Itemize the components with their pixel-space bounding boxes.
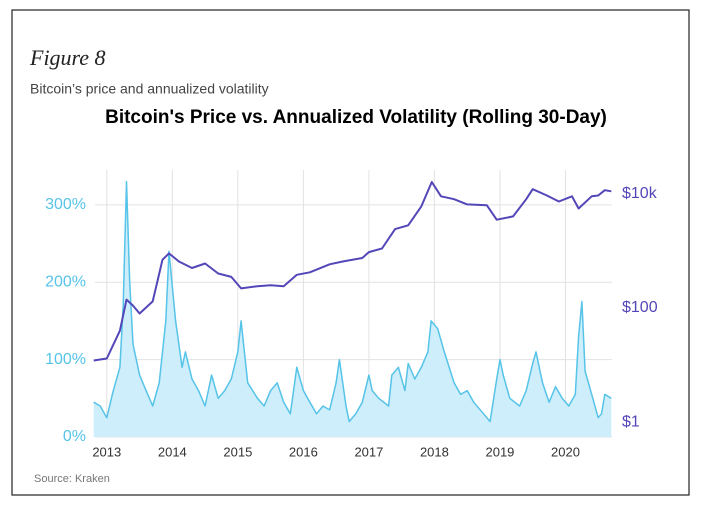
x-tick-label: 2016 — [289, 444, 318, 459]
y2-tick-label: $10k — [622, 185, 658, 202]
source: Source: Kraken — [34, 473, 110, 485]
x-tick-label: 2019 — [485, 444, 514, 459]
figure-label: Figure 8 — [29, 45, 106, 70]
y-tick-label: 300% — [45, 196, 86, 213]
chart-title: Bitcoin's Price vs. Annualized Volatilit… — [105, 107, 607, 128]
x-tick-label: 2017 — [354, 444, 383, 459]
x-tick-label: 2014 — [158, 444, 187, 459]
y-tick-label: 0% — [63, 428, 86, 445]
y-tick-label: 200% — [45, 273, 86, 290]
x-tick-label: 2013 — [92, 444, 121, 459]
y2-tick-label: $1 — [622, 413, 640, 430]
subtitle: Bitcoin’s price and annualized volatilit… — [30, 81, 269, 97]
price-line — [93, 181, 612, 362]
area-fill — [93, 181, 612, 437]
y-tick-label: 100% — [45, 351, 86, 368]
x-tick-label: 2020 — [551, 444, 580, 459]
y2-tick-label: $100 — [622, 299, 658, 316]
volatility-line — [93, 180, 612, 423]
x-tick-label: 2018 — [420, 444, 449, 459]
x-tick-label: 2015 — [223, 444, 252, 459]
